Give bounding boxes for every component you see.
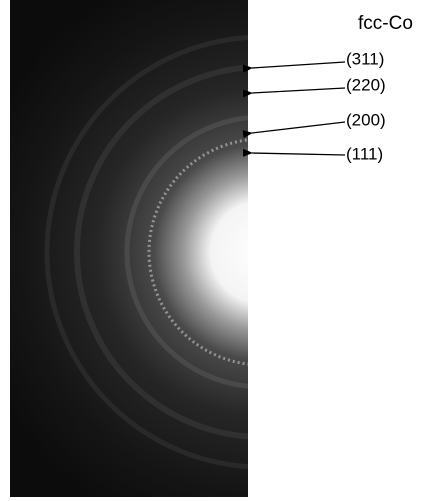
figure: fcc-Co (311) (220) (200) (111) <box>0 0 444 501</box>
label: (220) <box>346 75 386 94</box>
arrow <box>252 88 345 93</box>
title: fcc-Co <box>358 13 413 34</box>
arrow <box>252 122 345 133</box>
arrow <box>252 62 345 68</box>
page: {"title": "fcc-Co", "labels": ["(311)", … <box>0 0 444 501</box>
label: (311) <box>346 49 384 68</box>
annotations: (311) (220) (200) (111) <box>252 49 386 163</box>
label: (111) <box>346 144 383 163</box>
label: (200) <box>346 110 386 129</box>
arrow <box>252 153 345 155</box>
